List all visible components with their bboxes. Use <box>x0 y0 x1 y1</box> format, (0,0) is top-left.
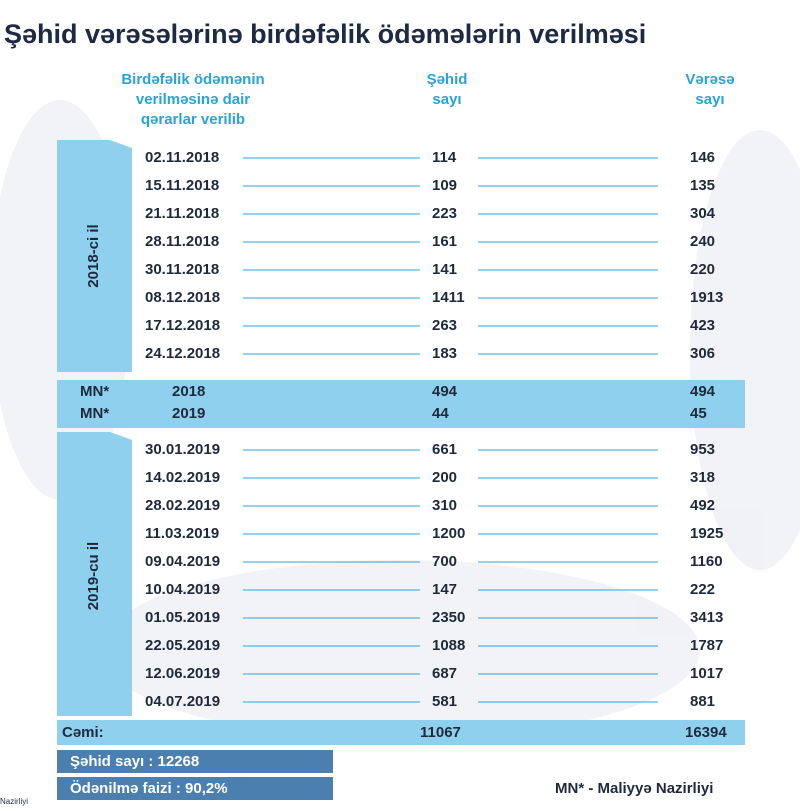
varasa-count: 1913 <box>690 289 723 306</box>
date: 22.05.2019 <box>145 637 220 654</box>
shahid-count: 200 <box>432 469 457 486</box>
shahid-count: 114 <box>432 149 457 166</box>
shahid-count: 494 <box>432 383 458 400</box>
column-header: sayı <box>432 91 461 108</box>
shahid-count: 687 <box>432 665 457 682</box>
shahid-count: 223 <box>432 205 457 222</box>
varasa-count: 240 <box>690 233 715 250</box>
varasa-count: 3413 <box>690 609 723 626</box>
total-label: Cəmi: <box>62 724 104 741</box>
year-band <box>57 432 132 716</box>
shahid-count: 161 <box>432 233 457 250</box>
total-band <box>57 720 745 745</box>
payment-rate-box: Ödənilmə faizi : 90,2% <box>70 780 228 797</box>
varasa-count: 146 <box>690 149 715 166</box>
date: 09.04.2019 <box>145 553 220 570</box>
varasa-count: 1160 <box>690 553 723 570</box>
corner-text: Nazirliyi <box>0 797 28 806</box>
year-band <box>57 140 132 372</box>
date: 10.04.2019 <box>145 581 220 598</box>
varasa-count: 492 <box>690 497 715 514</box>
date: 15.11.2018 <box>145 177 219 194</box>
mn-year: 2018 <box>172 383 205 400</box>
shahid-count: 700 <box>432 553 457 570</box>
shahid-count: 661 <box>432 441 457 458</box>
year-label: 2019-cu il <box>85 542 102 610</box>
mn-label: MN* <box>80 383 109 400</box>
shahid-count: 1088 <box>432 637 465 654</box>
date: 24.12.2018 <box>145 345 220 362</box>
mn-band <box>57 380 745 428</box>
date: 12.06.2019 <box>145 665 220 682</box>
shahid-count: 581 <box>432 693 457 710</box>
content: Birdəfəlik ödəmənin verilməsinə dair qərar… <box>0 71 735 806</box>
mn-label: MN* <box>80 405 109 422</box>
total-shahid: 11067 <box>420 724 461 741</box>
varasa-count: 953 <box>690 441 715 458</box>
varasa-count: 318 <box>690 469 715 486</box>
varasa-count: 135 <box>690 177 715 194</box>
date: 30.01.2019 <box>145 441 220 458</box>
title: Şəhid vərəsələrinə birdəfəlik ödəmələrin… <box>4 19 646 49</box>
date: 28.02.2019 <box>145 497 220 514</box>
shahid-count: 263 <box>432 317 457 334</box>
shahid-total-box: Şəhid sayı : 12268 <box>70 753 199 770</box>
shahid-count: 44 <box>432 405 449 422</box>
date: 14.02.2019 <box>145 469 220 486</box>
column-header: Vərəsə <box>685 71 734 88</box>
date: 21.11.2018 <box>145 205 219 222</box>
footnote: MN* - Maliyyə Nazirliyi <box>555 780 713 797</box>
varasa-count: 220 <box>690 261 715 278</box>
date: 11.03.2019 <box>145 525 219 542</box>
varasa-count: 494 <box>690 383 716 400</box>
column-header: verilməsinə dair <box>136 91 250 108</box>
shahid-count: 147 <box>432 581 457 598</box>
shahid-count: 2350 <box>432 609 465 626</box>
date: 17.12.2018 <box>145 317 220 334</box>
year-label: 2018-ci il <box>85 224 102 287</box>
footer-box <box>57 777 333 800</box>
shahid-count: 1411 <box>432 289 465 306</box>
shahid-count: 109 <box>432 177 457 194</box>
date: 08.12.2018 <box>145 289 220 306</box>
shahid-count: 1200 <box>432 525 465 542</box>
column-header: Şəhid <box>427 71 468 88</box>
total-varasa: 16394 <box>685 724 727 741</box>
mn-year: 2019 <box>172 405 205 422</box>
shahid-count: 310 <box>432 497 457 514</box>
varasa-count: 45 <box>690 405 707 422</box>
shahid-count: 141 <box>432 261 457 278</box>
varasa-count: 1925 <box>690 525 723 542</box>
varasa-count: 1017 <box>690 665 723 682</box>
column-header: sayı <box>695 91 724 108</box>
varasa-count: 1787 <box>690 637 723 654</box>
shahid-count: 183 <box>432 345 457 362</box>
varasa-count: 306 <box>690 345 715 362</box>
date: 01.05.2019 <box>145 609 220 626</box>
date: 04.07.2019 <box>145 693 220 710</box>
date: 30.11.2018 <box>145 261 219 278</box>
varasa-count: 222 <box>690 581 715 598</box>
date: 02.11.2018 <box>145 149 219 166</box>
varasa-count: 881 <box>690 693 715 710</box>
column-header: qərarlar verilib <box>141 111 245 128</box>
date: 28.11.2018 <box>145 233 219 250</box>
varasa-count: 304 <box>690 205 716 222</box>
footer-box <box>57 750 333 773</box>
varasa-count: 423 <box>690 317 715 334</box>
column-header: Birdəfəlik ödəmənin <box>121 71 264 88</box>
